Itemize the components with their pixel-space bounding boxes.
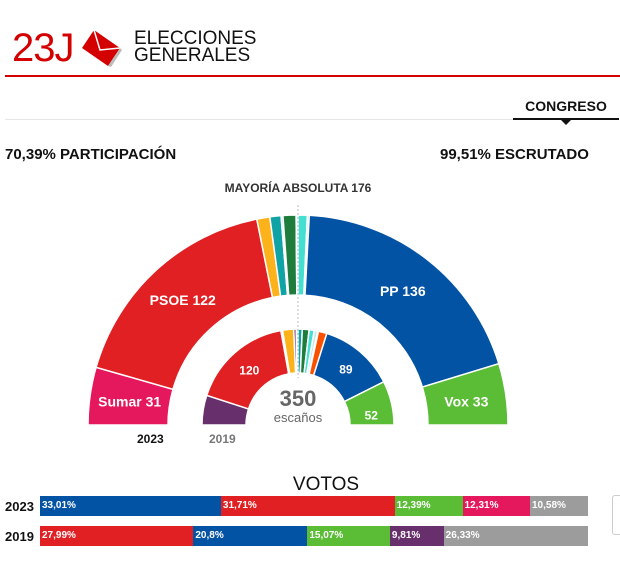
participation: 70,39% PARTICIPACIÓN: [5, 146, 177, 163]
tab-congreso[interactable]: CONGRESO: [513, 98, 619, 125]
seat-segment-2019[interactable]: [343, 380, 395, 426]
title-line-2: GENERALES: [134, 45, 251, 66]
vote-segment[interactable]: 33,01%: [40, 496, 221, 516]
vote-segment[interactable]: 26,33%: [443, 526, 588, 546]
seat-segment-2023[interactable]: [304, 214, 500, 388]
envelope-icon: [82, 30, 122, 67]
year-2023-label: 2023: [137, 432, 164, 446]
votes-row-2023: 2023: [5, 496, 40, 516]
logo-23j: 23J: [12, 26, 74, 70]
logo-title: ELECCIONES GENERALES: [134, 28, 334, 66]
vote-segment[interactable]: 9,81%: [389, 526, 444, 546]
vote-segment[interactable]: 12,39%: [394, 496, 463, 516]
year-2019-label: 2019: [209, 432, 236, 446]
year-label: 2023: [5, 498, 34, 514]
seat-label-2023: Vox 33: [444, 393, 488, 409]
seat-label-2023: PSOE 122: [150, 292, 216, 308]
total-seats-label: escaños: [273, 410, 323, 425]
year-label: 2019: [5, 528, 34, 544]
side-panel-handle[interactable]: [612, 495, 620, 535]
hemicycle-chart: Sumar 31 PSOE 122 PP 136 Vox 33 120 89 52: [87, 205, 509, 426]
seat-label-2019: 89: [339, 363, 353, 377]
seat-label-2019: 120: [239, 363, 259, 377]
seat-segment-2023[interactable]: [95, 218, 274, 391]
title-line-1: ELECCIONES: [134, 28, 257, 49]
votes-row-2019: 2019: [5, 526, 40, 546]
vote-segment[interactable]: 15,07%: [307, 526, 390, 546]
vote-segment[interactable]: 20,8%: [193, 526, 308, 546]
header-divider: [5, 75, 620, 77]
votes-bar-2023: 33,01% 31,71% 12,39% 12,31% 10,58%: [40, 496, 588, 516]
vote-segment[interactable]: 27,99%: [40, 526, 194, 546]
vote-segment[interactable]: 31,71%: [220, 496, 395, 516]
majority-label: MAYORÍA ABSOLUTA 176: [224, 181, 372, 195]
votes-bar-2019: 27,99% 20,8% 15,07% 9,81% 26,33%: [40, 526, 588, 546]
vote-segment[interactable]: 12,31%: [462, 496, 530, 516]
votes-title: VOTOS: [292, 474, 360, 495]
tab-divider: [5, 119, 515, 120]
seat-segment-2023[interactable]: [421, 362, 509, 426]
vote-segment[interactable]: 10,58%: [530, 496, 588, 516]
seat-label-2023: Sumar 31: [98, 393, 161, 409]
total-seats: 350: [279, 386, 317, 411]
seat-label-2023: PP 136: [380, 283, 426, 299]
seat-label-2019: 52: [365, 409, 379, 423]
counted: 99,51% ESCRUTADO: [440, 146, 589, 163]
